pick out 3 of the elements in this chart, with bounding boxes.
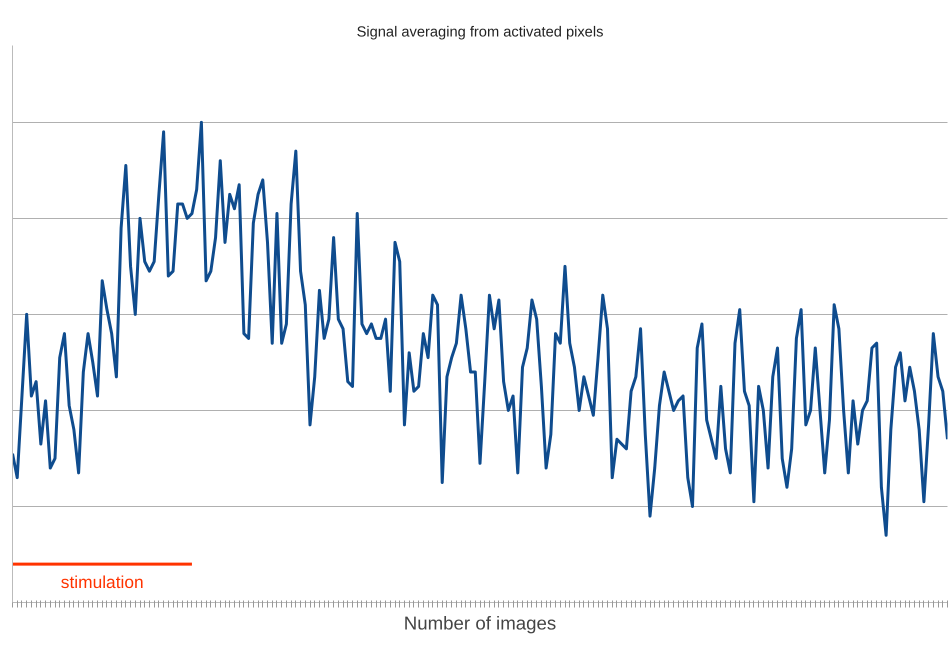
series-label: stimulation [60,572,144,592]
x-axis-title: Number of images [404,612,556,634]
chart-title: Signal averaging from activated pixels [356,24,604,40]
